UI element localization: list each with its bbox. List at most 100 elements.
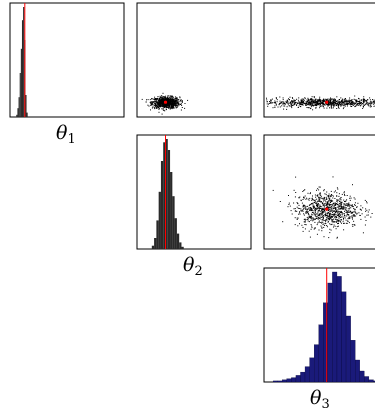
axis-label-theta3-sub: 3 bbox=[321, 397, 329, 412]
scatter-point-3 bbox=[338, 205, 340, 207]
scatter-point-3 bbox=[324, 207, 326, 209]
scatter-point-2 bbox=[314, 101, 316, 103]
scatter-point-2 bbox=[284, 105, 286, 107]
chart-marks bbox=[16, 3, 375, 383]
scatter-point-3 bbox=[330, 212, 332, 214]
scatter-point-1 bbox=[161, 99, 163, 101]
scatter-point-3 bbox=[356, 206, 358, 208]
scatter-point-2 bbox=[308, 103, 310, 105]
scatter-point-2 bbox=[315, 107, 317, 108]
scatter-point-3 bbox=[319, 204, 321, 206]
scatter-point-2 bbox=[353, 98, 355, 100]
scatter-point-1 bbox=[176, 106, 178, 108]
scatter-point-3 bbox=[354, 202, 356, 204]
scatter-point-3 bbox=[294, 217, 296, 219]
scatter-point-2 bbox=[349, 99, 351, 101]
scatter-point-3 bbox=[306, 211, 308, 213]
scatter-point-2 bbox=[360, 103, 362, 105]
scatter-point-2 bbox=[326, 103, 328, 105]
scatter-point-1 bbox=[166, 104, 168, 106]
scatter-point-2 bbox=[335, 100, 337, 102]
scatter-point-2 bbox=[322, 103, 324, 105]
hist-bar-2 bbox=[174, 218, 177, 249]
scatter-point-2 bbox=[270, 99, 272, 101]
hist-bar-3 bbox=[350, 340, 356, 383]
scatter-point-2 bbox=[311, 104, 313, 106]
scatter-point-3 bbox=[333, 202, 335, 204]
scatter-point-2 bbox=[333, 99, 335, 100]
scatter-point-3 bbox=[303, 214, 305, 216]
scatter-point-3 bbox=[347, 210, 349, 212]
scatter-point-3 bbox=[323, 189, 325, 191]
scatter-point-1 bbox=[161, 99, 163, 101]
scatter-point-1 bbox=[179, 97, 181, 99]
scatter-point-2 bbox=[270, 100, 272, 102]
scatter-point-1 bbox=[168, 104, 170, 106]
scatter-point-1 bbox=[153, 106, 155, 108]
scatter-point-2 bbox=[324, 103, 326, 105]
scatter-point-2 bbox=[323, 107, 325, 109]
scatter-point-3 bbox=[324, 225, 326, 226]
scatter-point-3 bbox=[319, 199, 321, 201]
scatter-point-3 bbox=[298, 208, 300, 209]
scatter-point-2 bbox=[329, 107, 330, 109]
scatter-point-3 bbox=[316, 217, 318, 219]
scatter-point-2 bbox=[322, 105, 324, 106]
scatter-point-1 bbox=[162, 103, 164, 105]
scatter-point-3 bbox=[299, 211, 301, 213]
scatter-point-3 bbox=[324, 203, 326, 205]
scatter-point-3 bbox=[339, 212, 341, 214]
scatter-point-3 bbox=[326, 191, 328, 193]
scatter-point-3 bbox=[327, 209, 329, 211]
scatter-point-1 bbox=[163, 104, 165, 106]
scatter-point-1 bbox=[170, 105, 172, 107]
scatter-point-1 bbox=[151, 98, 153, 99]
scatter-point-3 bbox=[345, 222, 347, 224]
scatter-point-1 bbox=[182, 100, 183, 102]
scatter-point-3 bbox=[322, 208, 324, 210]
scatter-point-3 bbox=[307, 212, 309, 214]
scatter-point-3 bbox=[313, 207, 315, 209]
scatter-point-2 bbox=[282, 102, 284, 104]
scatter-point-3 bbox=[341, 206, 343, 208]
scatter-point-3 bbox=[333, 206, 335, 208]
scatter-point-3 bbox=[330, 218, 332, 220]
scatter-point-3 bbox=[323, 190, 325, 192]
scatter-point-3 bbox=[340, 221, 341, 223]
scatter-point-3 bbox=[354, 198, 356, 200]
scatter-point-1 bbox=[170, 102, 172, 104]
scatter-point-3 bbox=[311, 198, 313, 200]
scatter-point-1 bbox=[168, 105, 170, 107]
hist-bar-1 bbox=[20, 48, 22, 117]
scatter-point-3 bbox=[296, 202, 298, 204]
scatter-point-3 bbox=[315, 218, 316, 220]
scatter-point-3 bbox=[326, 206, 328, 208]
scatter-point-2 bbox=[362, 98, 364, 100]
hist-bar-2 bbox=[176, 233, 180, 249]
scatter-point-2 bbox=[366, 102, 368, 104]
scatter-point-1 bbox=[167, 106, 169, 108]
scatter-point-2 bbox=[316, 100, 318, 102]
scatter-point-2 bbox=[286, 100, 288, 102]
scatter-point-2 bbox=[271, 102, 273, 104]
scatter-point-1 bbox=[165, 106, 167, 108]
scatter-point-3 bbox=[314, 215, 316, 217]
hist-bar-3 bbox=[282, 379, 287, 383]
scatter-point-3 bbox=[319, 194, 321, 196]
scatter-point-3 bbox=[312, 199, 314, 201]
scatter-point-3 bbox=[335, 214, 337, 216]
scatter-point-3 bbox=[340, 199, 342, 201]
scatter-point-1 bbox=[168, 101, 170, 103]
scatter-point-3 bbox=[328, 198, 330, 200]
scatter-point-3 bbox=[330, 224, 332, 226]
scatter-point-3 bbox=[310, 228, 312, 230]
scatter-point-1 bbox=[167, 100, 169, 101]
scatter-point-3 bbox=[346, 215, 348, 217]
scatter-point-2 bbox=[309, 99, 311, 101]
scatter-point-2 bbox=[291, 103, 293, 105]
scatter-point-2 bbox=[359, 101, 360, 103]
scatter-point-3 bbox=[324, 214, 326, 216]
scatter-point-2 bbox=[314, 102, 316, 104]
scatter-point-2 bbox=[314, 103, 316, 105]
scatter-point-2 bbox=[312, 100, 314, 102]
